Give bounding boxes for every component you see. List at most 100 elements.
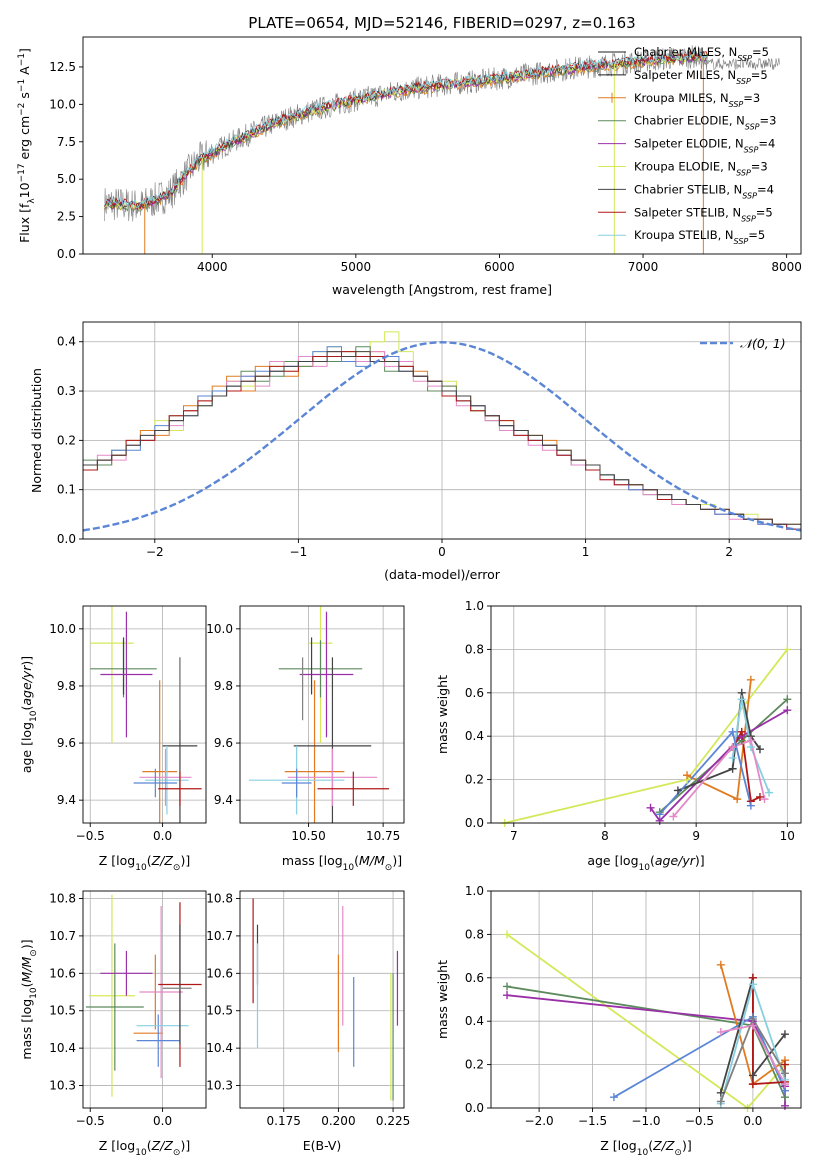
plus-marker: [737, 695, 746, 704]
legend-entry: Salpeter ELODIE, NSSP=4: [634, 137, 775, 155]
x-tick-label: 0.175: [267, 1114, 301, 1128]
plus-marker: [503, 991, 512, 1000]
x-tick-label: −1.5: [578, 1114, 607, 1128]
histogram-series: [83, 331, 801, 530]
model-fit-line: [104, 52, 708, 212]
plot-area-age-vs-Z: [90, 606, 202, 823]
x-tick-label: 6000: [484, 260, 515, 274]
y-tick-label: 10.8: [206, 891, 233, 905]
panel-weight-vs-Z: −2.0 −1.5 −1.0 −0.5 0.0 0.0 0.2 0.4 0.6 0.8 1.0 Z […: [435, 884, 802, 1158]
y-tick-label: 5.0: [57, 172, 76, 186]
plus-marker: [748, 1015, 757, 1024]
y-tick-label: 9.8: [57, 679, 76, 693]
y-tick-label: 10.8: [49, 891, 76, 905]
plot-area-mass-vs-ebv: [252, 898, 399, 1101]
plus-marker: [746, 675, 755, 684]
chart-title: PLATE=0654, MJD=52146, FIBERID=0297, z=0…: [248, 14, 635, 32]
y-tick-label: 10.6: [206, 966, 233, 980]
plus-marker: [673, 786, 682, 795]
plus-marker: [646, 803, 655, 812]
x-tick-label: −2: [146, 545, 164, 559]
weight-series: [731, 729, 761, 803]
x-tick-label: −1: [290, 545, 308, 559]
x-tick-label: −0.5: [76, 829, 105, 843]
y-tick-label: 10.0: [49, 622, 76, 636]
y-tick-label: 10.4: [49, 1041, 76, 1055]
x-axis-label: Z [log10(Z/Z⊙)]: [99, 853, 190, 873]
y-tick-label: 0.0: [465, 1101, 484, 1115]
y-tick-label: 10.5: [49, 1004, 76, 1018]
y-tick-label: 0.6: [465, 686, 484, 700]
y-tick-label: 0.0: [465, 816, 484, 830]
panel-age-vs-mass: 10.50 10.75 9.4 9.6 9.8 10.0 mass [log10(M/M⊙)…: [206, 605, 405, 873]
y-tick-label: 0.8: [465, 927, 484, 941]
panel-mass-vs-ebv: 0.175 0.200 0.225 10.3 10.4 10.5 10.6 10.7 10.8 E…: [206, 890, 410, 1153]
plus-marker: [780, 1069, 789, 1078]
plus-marker: [716, 1028, 725, 1037]
weight-series: [649, 709, 788, 823]
plus-marker: [765, 788, 774, 797]
plus-marker: [748, 980, 757, 989]
x-tick-label: 0.0: [153, 1114, 172, 1128]
y-tick-label: 0.4: [465, 1014, 484, 1028]
panel-spectrum: PLATE=0654, MJD=52146, FIBERID=0297, z=0…: [17, 14, 802, 297]
x-tick-label: −1.0: [631, 1114, 660, 1128]
y-tick-label: 1.0: [465, 884, 484, 898]
histogram-series: [83, 351, 801, 530]
x-tick-label: 0.0: [153, 829, 172, 843]
model-fit-line: [104, 53, 709, 212]
plus-marker: [737, 727, 746, 736]
y-axis-label: mass weight: [435, 675, 450, 754]
plus-marker: [760, 795, 769, 804]
y-tick-label: 0.1: [57, 483, 76, 497]
y-tick-label: 0.2: [57, 433, 76, 447]
axes-frame: [82, 36, 802, 255]
plus-marker: [503, 982, 512, 991]
plus-marker: [746, 801, 755, 810]
plus-marker: [716, 1088, 725, 1097]
model-fit-line: [104, 49, 709, 209]
plus-marker: [683, 771, 692, 780]
y-tick-label: 7.5: [57, 135, 76, 149]
plus-marker: [783, 706, 792, 715]
plus-marker: [748, 1071, 757, 1080]
y-axis-label: Flux [fλ10−17 erg cm−2 s−1 A−1]: [17, 48, 37, 243]
plus-marker: [655, 810, 664, 819]
y-tick-label: 9.6: [57, 736, 76, 750]
plot-area-residuals: [83, 331, 801, 532]
y-tick-label: 0.0: [57, 247, 76, 261]
legend-entry: Kroupa ELODIE, NSSP=3: [634, 160, 768, 178]
plus-marker: [716, 960, 725, 969]
y-tick-label: 1.0: [465, 599, 484, 613]
x-tick-label: −0.5: [76, 1114, 105, 1128]
y-tick-label: 0.2: [465, 1058, 484, 1072]
plus-marker: [733, 795, 742, 804]
y-tick-label: 10.4: [206, 1041, 233, 1055]
y-tick-label: 9.8: [214, 679, 233, 693]
y-tick-label: 2.5: [57, 210, 76, 224]
x-axis-label: Z [log10(Z/Z⊙)]: [99, 1138, 190, 1158]
weight-series: [731, 699, 770, 793]
axes-frame: [490, 605, 802, 824]
y-tick-label: 0.0: [57, 532, 76, 546]
histogram-series: [83, 346, 801, 530]
plus-marker: [780, 1080, 789, 1089]
y-tick-label: 0.4: [465, 729, 484, 743]
x-axis-label: mass [log10(M/M⊙)]: [282, 853, 402, 873]
x-axis-label: (data-model)/error: [384, 567, 501, 582]
model-fit-line: [104, 52, 709, 211]
histogram-series: [83, 351, 801, 530]
plus-marker: [669, 812, 678, 821]
y-axis-label: age [log10(age/yr)]: [19, 656, 39, 773]
y-tick-label: 10.0: [206, 622, 233, 636]
x-axis-label: age [log10(age/yr)]: [587, 853, 704, 873]
x-axis-label: Z [log10(Z/Z⊙)]: [600, 1138, 691, 1158]
plus-marker: [755, 745, 764, 754]
y-axis-label: mass [log10(M/M⊙)]: [19, 939, 39, 1059]
legend-entry: Chabrier ELODIE, NSSP=3: [634, 114, 776, 132]
histogram-series: [83, 351, 801, 530]
y-tick-label: 0.4: [57, 335, 76, 349]
plus-marker: [728, 743, 737, 752]
plus-marker: [728, 753, 737, 762]
plus-marker: [746, 736, 755, 745]
